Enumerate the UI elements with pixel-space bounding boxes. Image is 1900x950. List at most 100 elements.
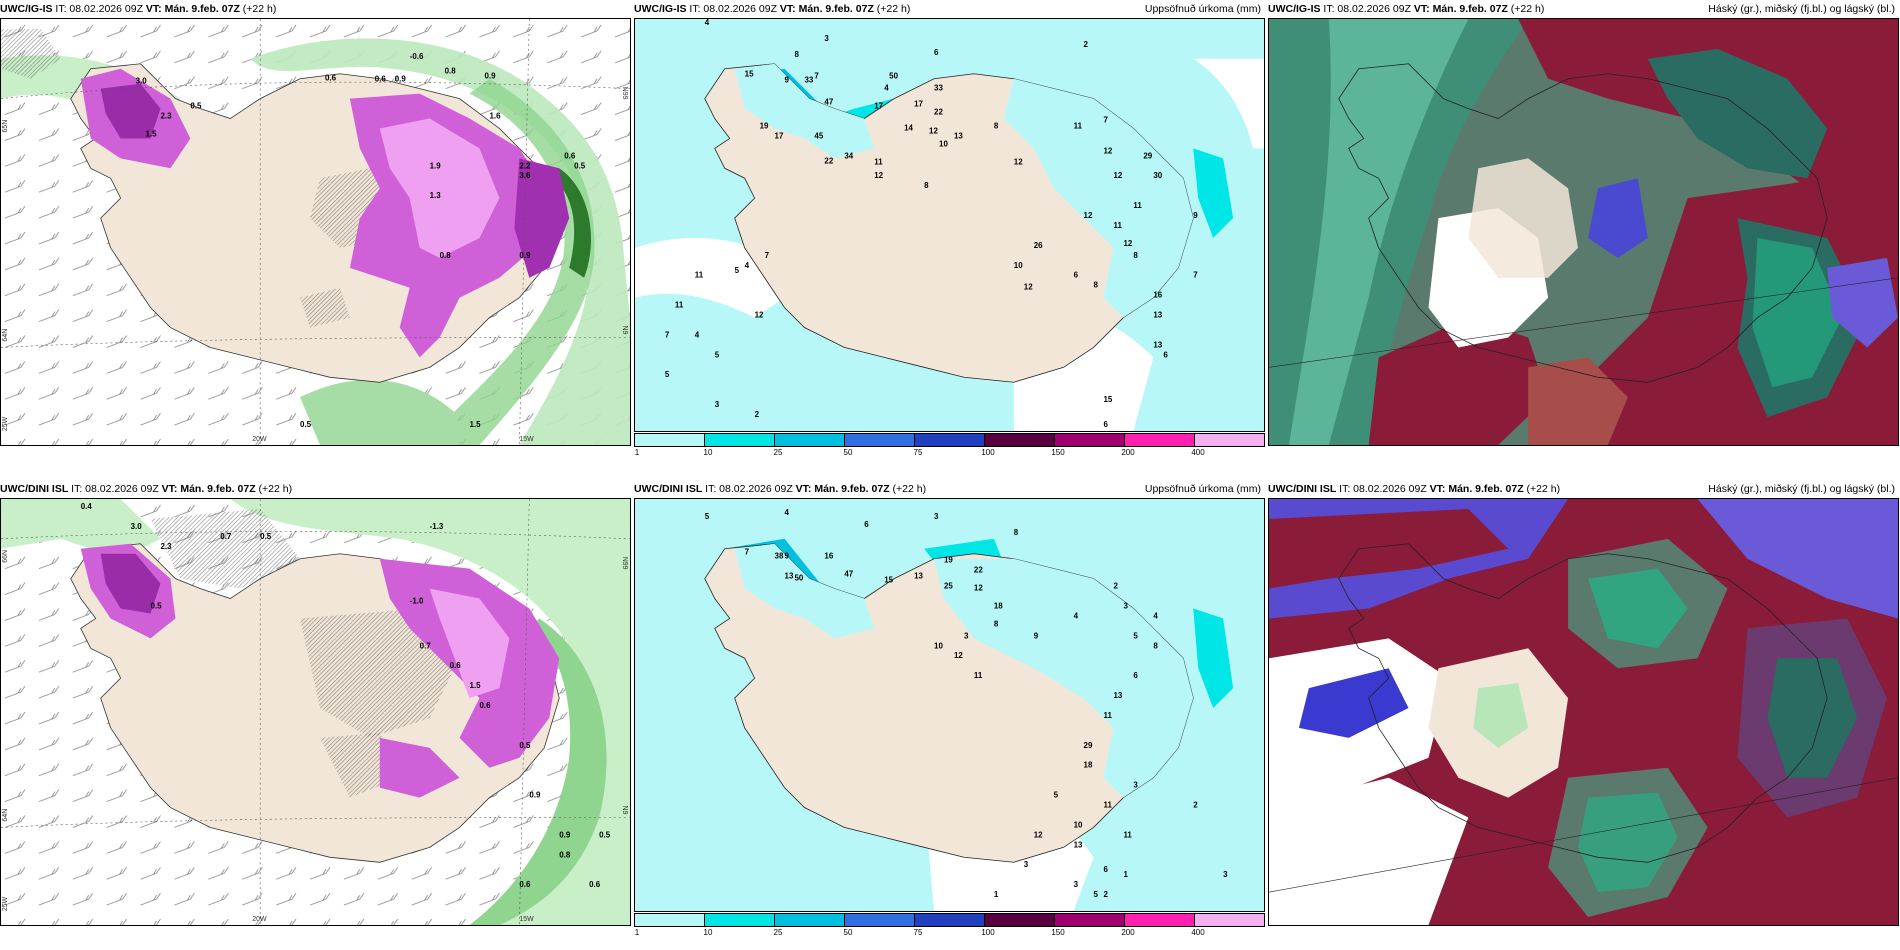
init-time: IT: 08.02.2026 09Z <box>705 483 793 495</box>
init-time: IT: 08.02.2026 09Z <box>689 3 777 15</box>
panel-4: UWC/DINI ISL IT: 08.02.2026 09Z VT: Mán.… <box>0 480 631 942</box>
precip-value: 12 <box>1014 157 1023 166</box>
precip-value: 6 <box>1133 671 1138 680</box>
precip-value: 3 <box>1223 870 1228 879</box>
precip-value: 3 <box>1024 860 1029 869</box>
colorbar-ticks: 1 10 25 50 75 100 150 200 400 <box>634 448 1265 460</box>
valid-time: VT: Mán. 9.feb. 07Z <box>1429 483 1524 495</box>
panel-header: UWC/IG-IS IT: 08.02.2026 09Z VT: Mán. 9.… <box>1268 0 1899 18</box>
precip-value: 34 <box>844 151 853 160</box>
precip-value: 13 <box>785 572 794 581</box>
precip-value: 4 <box>884 84 889 93</box>
wind-value: 0.6 <box>450 661 462 670</box>
valid-time: VT: Mán. 9.feb. 07Z <box>1413 3 1508 15</box>
precip-value: 22 <box>934 108 943 117</box>
lead-time: (+22 h) <box>1526 483 1561 495</box>
precip-value: 8 <box>794 50 799 59</box>
panel-header: UWC/DINI ISL IT: 08.02.2026 09Z VT: Mán.… <box>1268 480 1899 498</box>
map-clouds[interactable] <box>1268 498 1899 926</box>
precip-value: 1 <box>1123 870 1128 879</box>
panel-field-title: Háský (gr.), miðský (fj.bl.) og lágský (… <box>1708 3 1895 15</box>
panel-3: UWC/IG-IS IT: 08.02.2026 09Z VT: Mán. 9.… <box>1268 0 1899 462</box>
panel-header: UWC/DINI ISL IT: 08.02.2026 09Z VT: Mán.… <box>634 480 1265 498</box>
wind-value: 1.3 <box>430 191 442 200</box>
precip-value: 10 <box>934 641 943 650</box>
map-svg-4: 66N 64N 20W 15W 25W N99 N9 0.43.02.30.50… <box>1 499 630 925</box>
colorbar-tick: 10 <box>703 448 713 457</box>
panel-5: UWC/DINI ISL IT: 08.02.2026 09Z VT: Mán.… <box>634 480 1265 942</box>
precip-value: 7 <box>745 548 750 557</box>
panel-field-title: Háský (gr.), miðský (fj.bl.) og lágský (… <box>1708 483 1895 495</box>
colorbar-tick: 25 <box>773 928 783 937</box>
precip-value: 5 <box>665 370 670 379</box>
map-svg-3 <box>1269 19 1898 445</box>
colorbar-tick: 25 <box>773 448 783 457</box>
precip-value: 6 <box>1074 271 1079 280</box>
wind-value: 0.9 <box>529 791 541 800</box>
map-accumulated-precip[interactable]: 5 4 6 3 8 7 9 38 13 50 16 47 15 13 19 25 22 12 18 8 3 10 12 11 9… <box>634 498 1265 912</box>
map-clouds[interactable] <box>1268 18 1899 446</box>
colorbar-tick: 400 <box>1191 448 1205 457</box>
wind-value: 3.0 <box>131 522 143 531</box>
precip-value: 18 <box>1084 761 1093 770</box>
init-time: IT: 08.02.2026 09Z <box>1323 3 1411 15</box>
precip-value: 2 <box>755 410 760 419</box>
precip-value: 22 <box>974 566 983 575</box>
colorbar-tick: 50 <box>843 448 853 457</box>
precip-value: 5 <box>715 350 720 359</box>
precip-value: 9 <box>1034 631 1039 640</box>
edge-label-25w: 25W <box>2 896 9 911</box>
precip-value: 14 <box>904 123 913 132</box>
panel-header: UWC/IG-IS IT: 08.02.2026 09Z VT: Mán. 9.… <box>634 0 1265 18</box>
precip-value: 8 <box>1153 641 1158 650</box>
colorbar-segment <box>1195 914 1264 926</box>
precip-value: 11 <box>1113 221 1122 230</box>
wind-value: 0.6 <box>375 75 387 84</box>
colorbar-segment <box>635 434 705 446</box>
map-wind-precip[interactable]: 66N 64N 20W 15W 25W N99 N9 0.4 3.0 2.3 0.5 0… <box>0 498 631 926</box>
lead-time: (+22 h) <box>1510 3 1545 15</box>
panel-6: UWC/DINI ISL IT: 08.02.2026 09Z VT: Mán.… <box>1268 480 1899 942</box>
precip-value: 19 <box>760 121 769 130</box>
lon-label-15w: 15W <box>519 916 534 923</box>
precip-value: 17 <box>874 102 883 111</box>
precip-value: 26 <box>1034 241 1043 250</box>
precip-value: 4 <box>745 261 750 270</box>
precip-value: 33 <box>934 84 943 93</box>
lon-label-20w: 20W <box>252 916 267 923</box>
precip-value: 4 <box>785 508 790 517</box>
precip-value: 12 <box>974 584 983 593</box>
colorbar-segment <box>1195 434 1264 446</box>
wind-value: 0.9 <box>484 72 496 81</box>
colorbar-tick: 150 <box>1051 928 1065 937</box>
precip-value: 5 <box>1054 791 1059 800</box>
colorbar-segment <box>845 914 915 926</box>
precip-value: 12 <box>1123 239 1132 248</box>
precip-value: 6 <box>934 48 939 57</box>
map-accumulated-precip[interactable]: 4 3 6 2 8 9 7 15 33 47 4 17 50 33 22 17 19 17 45 14 10 12 13 8 2… <box>634 18 1265 432</box>
colorbar-tick: 100 <box>981 928 995 937</box>
wind-value: 0.6 <box>564 151 576 160</box>
colorbar-ticks: 1 10 25 50 75 100 150 200 400 <box>634 928 1265 940</box>
map-wind-precip[interactable]: 65N 64N 20W 15W 25W N99 N9 -0.6 0.6 0.9 0.6… <box>0 18 631 446</box>
wind-value: 0.4 <box>81 502 93 511</box>
precip-value: 6 <box>1104 420 1109 429</box>
wind-value: 1.6 <box>489 112 501 121</box>
colorbar-tick: 400 <box>1191 928 1205 937</box>
precip-value: 29 <box>1143 151 1152 160</box>
valid-time: VT: Mán. 9.feb. 07Z <box>161 483 256 495</box>
model-name: UWC/DINI ISL <box>1268 483 1337 495</box>
wind-value: 2.2 <box>519 161 531 170</box>
precip-value: 8 <box>1094 281 1099 290</box>
precip-value: 50 <box>794 574 803 583</box>
panel-field-title: Uppsöfnuð úrkoma (mm) <box>1144 483 1261 495</box>
init-time: IT: 08.02.2026 09Z <box>71 483 159 495</box>
edge-label-n9: N9 <box>621 806 628 815</box>
precip-value: 29 <box>1084 741 1093 750</box>
precip-value: 11 <box>1074 121 1083 130</box>
wind-value: 0.6 <box>589 880 601 889</box>
precip-value: 6 <box>1104 865 1109 874</box>
colorbar-segment <box>985 434 1055 446</box>
colorbar-segment <box>775 914 845 926</box>
